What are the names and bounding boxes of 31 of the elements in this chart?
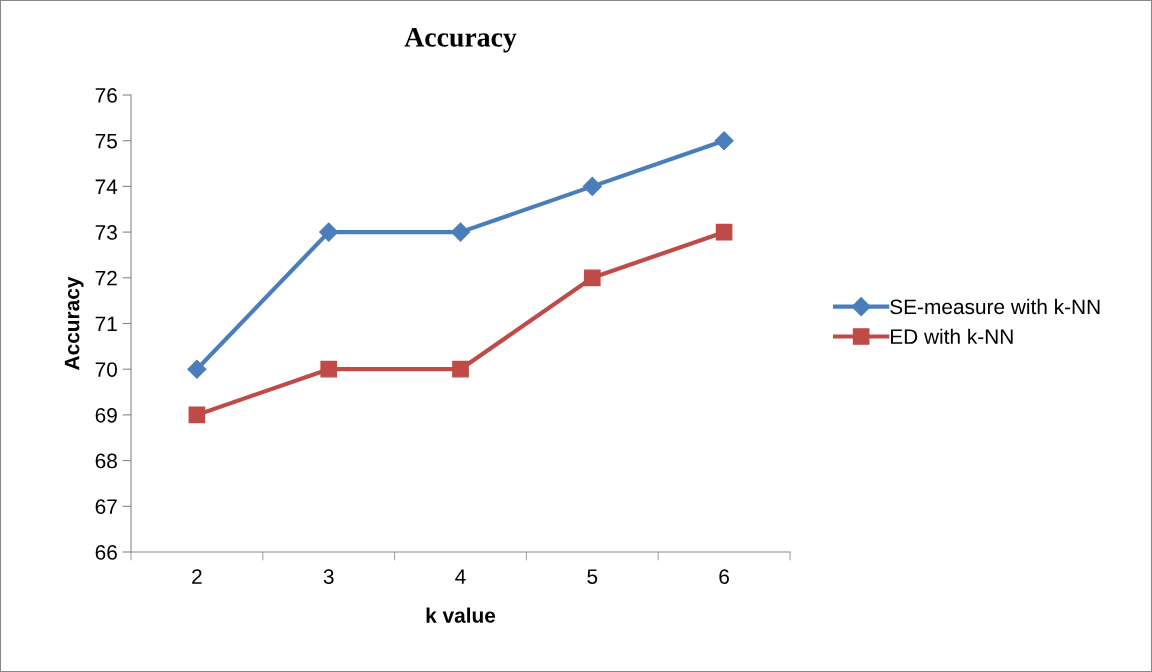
legend-label: SE-measure with k-NN <box>890 298 1100 315</box>
y-tick-label: 71 <box>95 316 117 332</box>
point <box>450 222 471 242</box>
y-tick-label: 70 <box>95 362 117 377</box>
point <box>320 360 338 378</box>
y-tick-label: 74 <box>95 179 118 194</box>
x-tick-label: 2 <box>192 569 202 584</box>
point <box>188 406 206 424</box>
x-tick-label: 6 <box>719 569 729 584</box>
legend-label: ED with k-NN <box>890 328 1013 344</box>
y-tick-label: 76 <box>95 88 117 103</box>
y-tick-label: 73 <box>95 225 117 240</box>
point <box>583 269 601 287</box>
y-tick-label: 67 <box>95 499 117 515</box>
x-tick-label: 4 <box>455 569 466 584</box>
x-axis-title: k value <box>426 607 496 623</box>
point <box>714 131 734 151</box>
point <box>715 223 733 241</box>
x-tick-label: 5 <box>587 569 598 584</box>
point <box>582 176 602 196</box>
point <box>187 359 207 379</box>
y-tick-label: 72 <box>95 270 117 286</box>
y-tick-label: 69 <box>95 407 117 423</box>
point <box>452 360 469 378</box>
y-axis-title: Accuracy <box>64 276 84 370</box>
y-tick-label: 75 <box>95 133 117 149</box>
y-tick-label: 68 <box>95 453 117 469</box>
x-tick-label: 3 <box>323 569 334 584</box>
chart-title: Accuracy <box>404 28 517 53</box>
y-tick-label: 66 <box>95 545 117 560</box>
point <box>319 222 339 242</box>
